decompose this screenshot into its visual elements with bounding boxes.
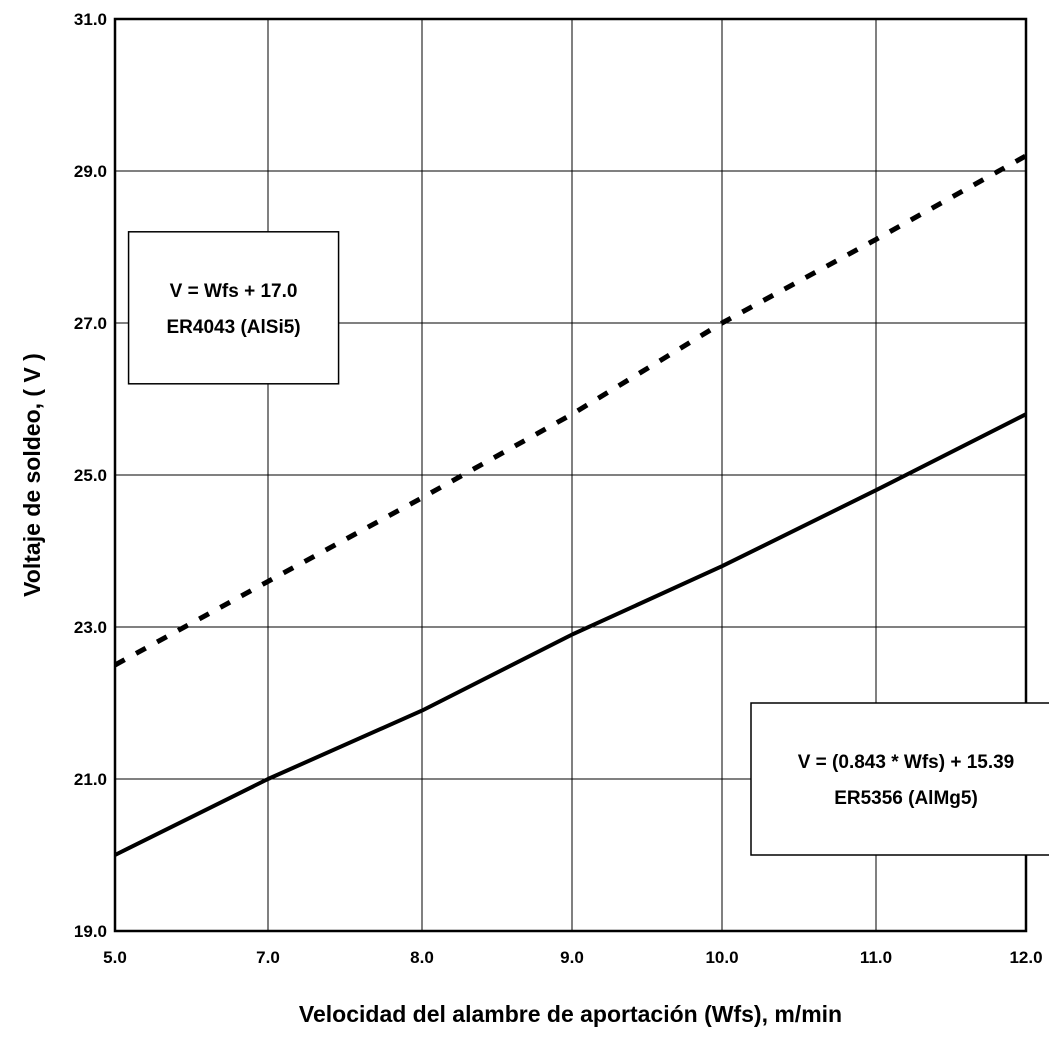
y-tick-label: 21.0 (74, 770, 107, 789)
series-line-2 (114, 412, 1027, 857)
series-line-1 (113, 153, 1028, 668)
annotation-box-1: V = Wfs + 17.0 ER4043 (AlSi5) (127, 231, 340, 385)
annotation-text: ER5356 (AlMg5) (834, 788, 978, 809)
y-tick-label: 31.0 (74, 10, 107, 29)
x-tick-label: 9.0 (560, 948, 584, 967)
x-axis-label: Velocidad del alambre de aportación (Wfs… (299, 1001, 842, 1027)
annotation-text: ER4043 (AlSi5) (167, 317, 301, 338)
y-tick-label: 27.0 (74, 314, 107, 333)
x-tick-label: 5.0 (103, 948, 127, 967)
y-axis-label: Voltaje de soldeo, ( V ) (19, 353, 45, 597)
x-tick-label: 10.0 (705, 948, 738, 967)
annotation-box-2: V = (0.843 * Wfs) + 15.39 ER5356 (AlMg5) (750, 702, 1049, 856)
y-tick-label: 29.0 (74, 162, 107, 181)
y-tick-label: 23.0 (74, 618, 107, 637)
annotation-frame (127, 231, 340, 385)
x-tick-label: 8.0 (410, 948, 434, 967)
y-tick-label: 19.0 (74, 922, 107, 941)
y-tick-label: 25.0 (74, 466, 107, 485)
x-tick-label: 12.0 (1009, 948, 1042, 967)
annotations: V = Wfs + 17.0 ER4043 (AlSi5) V = (0.843 *… (127, 231, 1049, 856)
series-group (113, 153, 1028, 857)
x-tick-label: 11.0 (860, 948, 892, 967)
tick-labels: 19.0 21.0 23.0 25.0 27.0 29.0 31.0 5.0 7.0 8.0 9.0… (74, 10, 1043, 967)
x-tick-label: 7.0 (256, 948, 280, 967)
plot-frame (113, 17, 1028, 933)
annotation-frame (750, 702, 1049, 856)
annotation-text: V = (0.843 * Wfs) + 15.39 (798, 752, 1015, 773)
annotation-text: V = Wfs + 17.0 (170, 281, 298, 302)
